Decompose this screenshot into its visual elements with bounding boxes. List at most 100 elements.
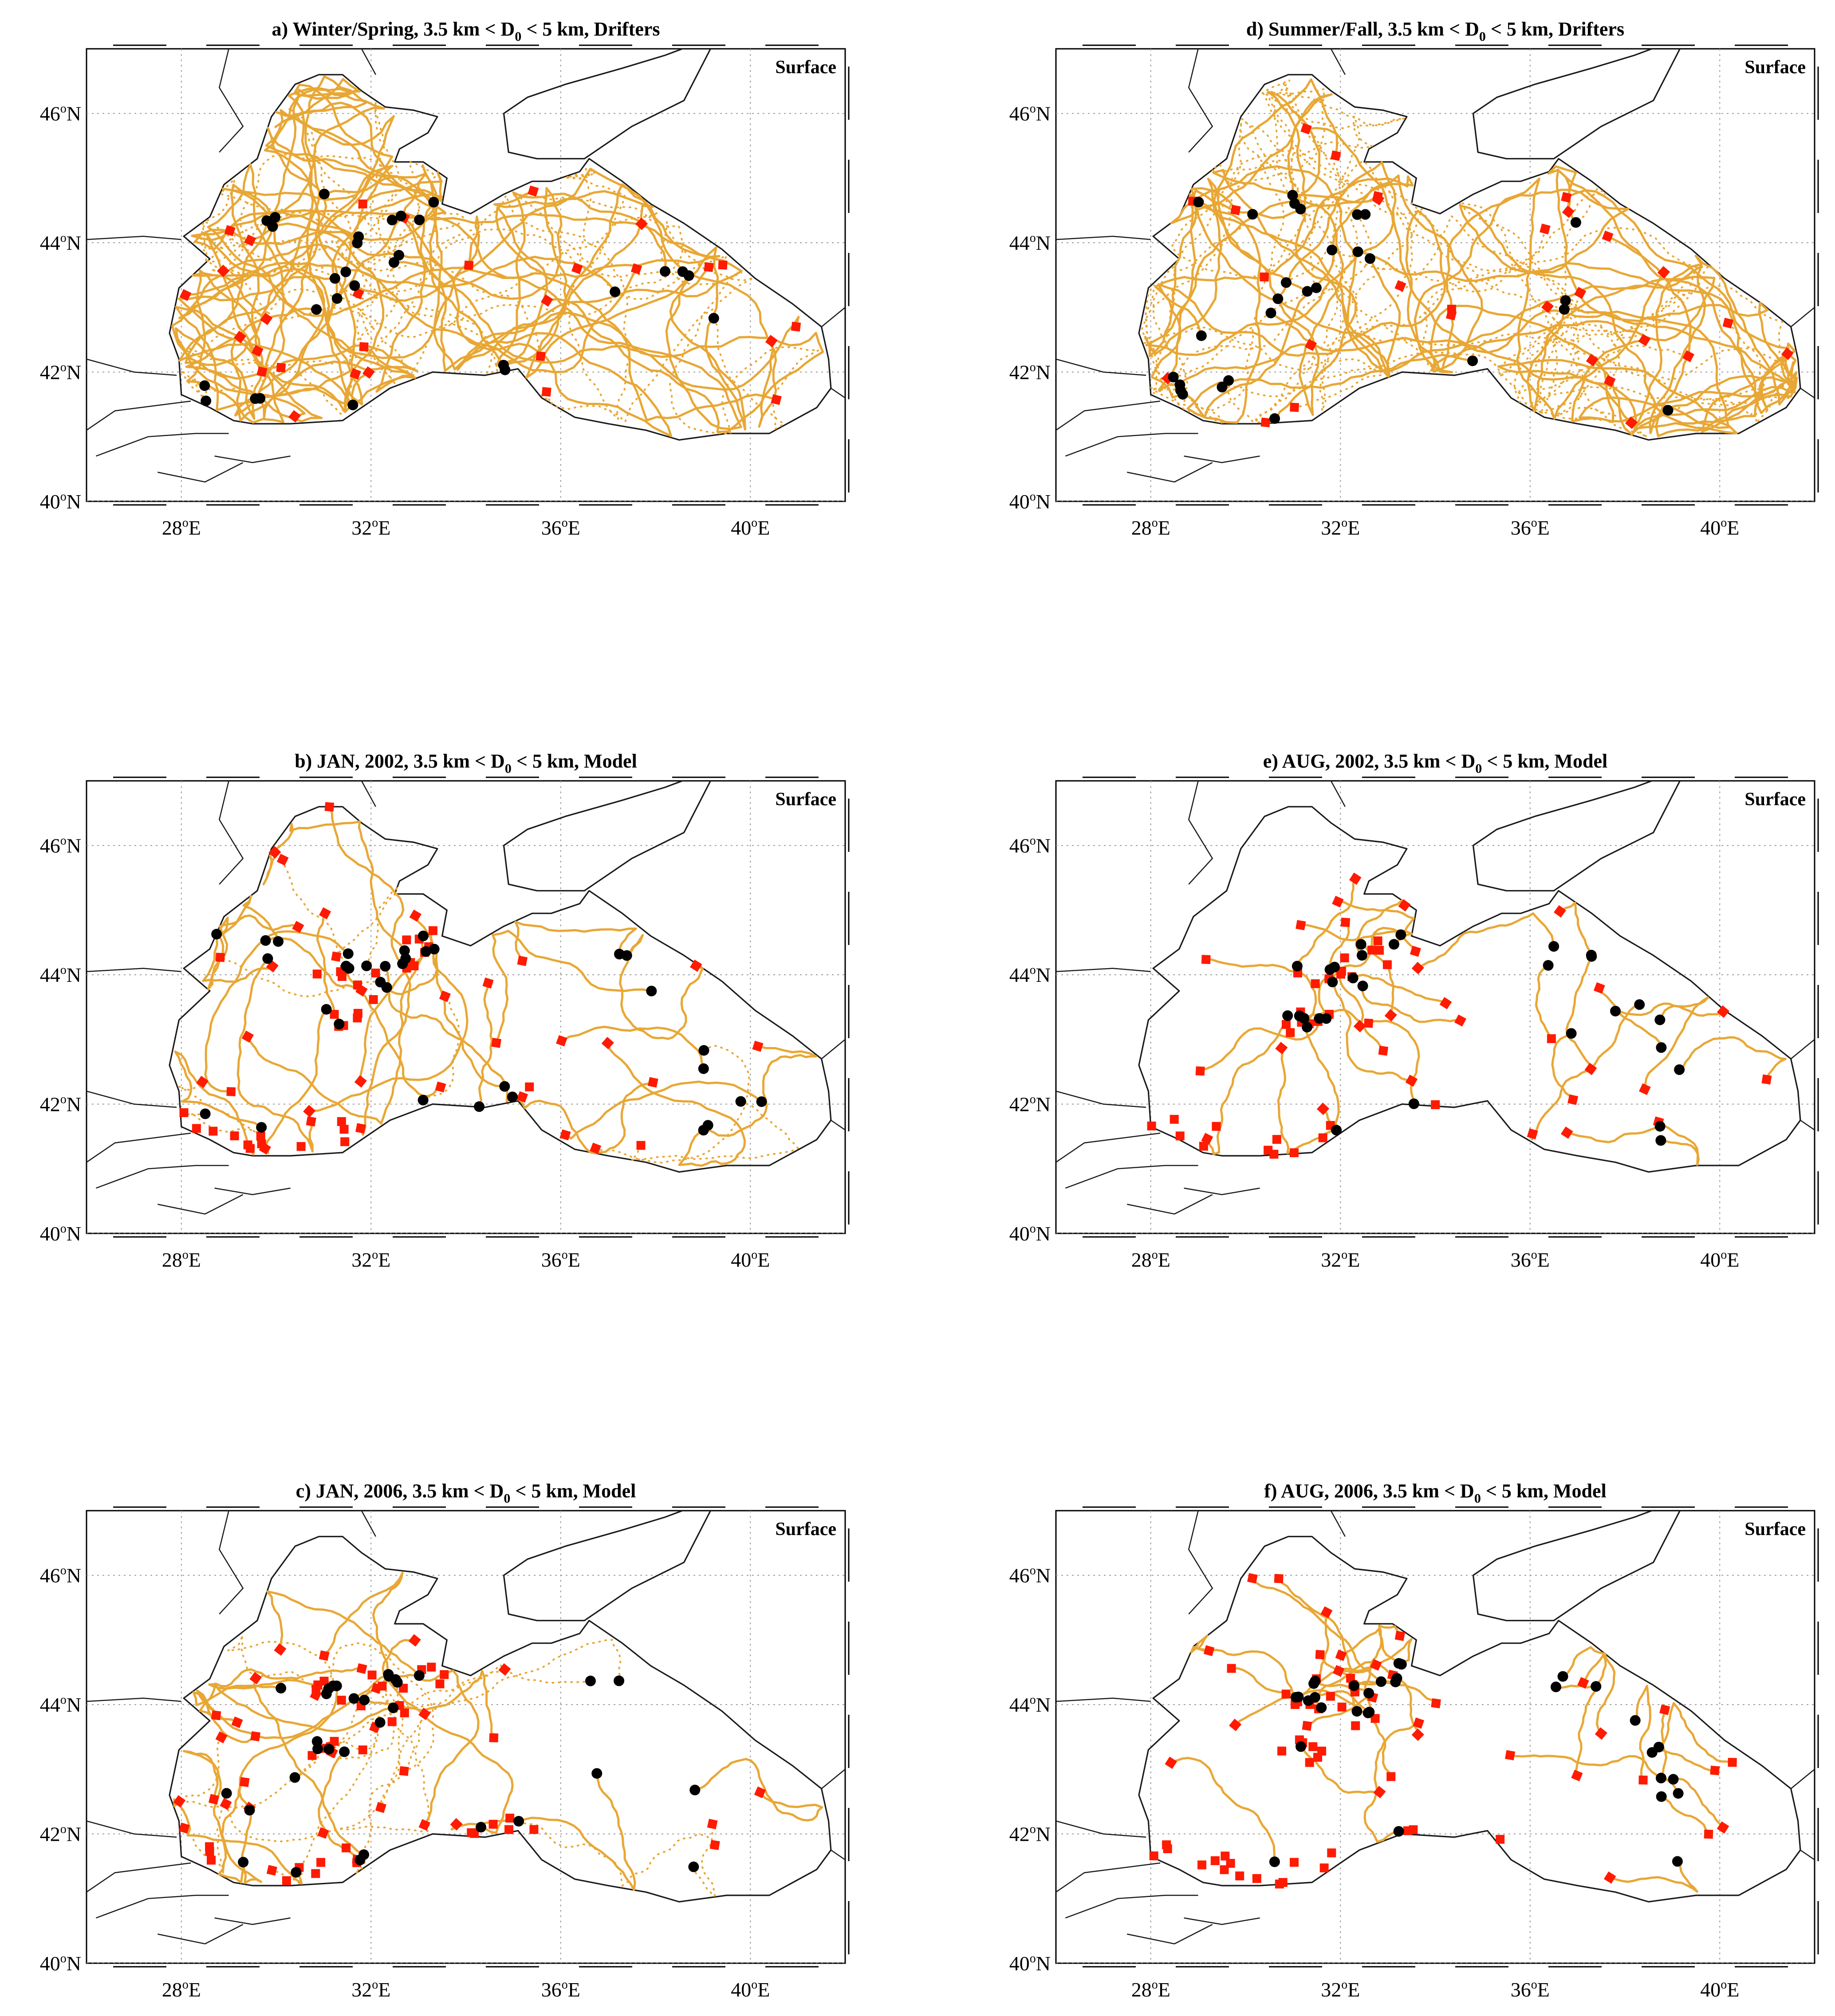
trajectory — [191, 83, 394, 419]
release-point-marker — [1393, 1658, 1404, 1669]
tick-hemisphere: E — [1727, 1978, 1739, 2001]
release-point-marker — [211, 929, 222, 940]
panel-title-subscript: 0 — [515, 29, 521, 44]
azov-sea-coastline — [1472, 781, 1681, 892]
land-border — [831, 387, 845, 398]
end-point-marker — [1275, 1042, 1288, 1055]
release-point-marker — [1290, 1692, 1301, 1703]
trajectory — [316, 912, 340, 1025]
trajectory — [1634, 1685, 1652, 1781]
tick-degree: o — [60, 231, 67, 245]
end-point-marker — [205, 1842, 214, 1851]
end-point-marker — [1332, 1665, 1345, 1677]
land-border — [1056, 236, 1151, 240]
lon-tick-label: 40oE — [1700, 1978, 1739, 2001]
panel-title-tail: < 5 km, Model — [510, 1480, 636, 1502]
end-point-marker — [1229, 1718, 1242, 1732]
end-point-marker — [337, 1696, 346, 1705]
tick-hemisphere: E — [1158, 516, 1170, 539]
tick-hemisphere: N — [1036, 102, 1051, 125]
end-point-marker — [528, 185, 539, 197]
release-point-marker — [1364, 253, 1375, 264]
release-point-marker — [1586, 951, 1597, 962]
end-point-marker — [208, 1794, 220, 1805]
trajectory — [1562, 1646, 1616, 1735]
end-point-marker — [418, 1708, 431, 1720]
end-point-marker — [1561, 192, 1572, 203]
release-point-marker — [328, 1680, 339, 1691]
end-point-marker — [1305, 1758, 1314, 1767]
land-border — [158, 1924, 244, 1945]
end-point-marker — [709, 1840, 720, 1850]
land-border — [87, 968, 181, 973]
tick-degree: o — [60, 963, 67, 977]
trajectory — [191, 187, 690, 379]
trajectory — [1170, 1756, 1276, 1863]
release-point-marker — [1265, 307, 1276, 319]
tick-hemisphere: E — [568, 516, 580, 539]
end-point-marker — [488, 1819, 498, 1829]
end-point-marker — [1274, 1574, 1284, 1583]
end-point-marker — [1264, 1146, 1273, 1155]
release-point-marker — [388, 1702, 399, 1713]
land-border — [218, 49, 244, 153]
release-point-marker — [201, 395, 212, 406]
panel-title-main: f) AUG, 2006, 3.5 km < D — [1264, 1480, 1474, 1502]
tick-hemisphere: E — [1158, 1248, 1170, 1271]
end-point-marker — [1373, 1786, 1386, 1799]
tick-value: 46 — [1009, 1564, 1030, 1587]
map-content — [87, 49, 845, 501]
tick-value: 42 — [40, 1823, 60, 1846]
trajectory — [210, 211, 684, 338]
end-point-marker — [690, 959, 702, 972]
trajectory — [1551, 1032, 1574, 1101]
release-point-marker — [1280, 277, 1292, 288]
tick-hemisphere: N — [1036, 835, 1051, 857]
end-point-marker — [266, 1865, 277, 1876]
end-point-marker — [525, 1082, 534, 1091]
trajectory — [236, 957, 314, 1153]
end-point-marker — [1319, 1863, 1329, 1873]
trajectory — [393, 261, 824, 433]
tick-degree: o — [182, 1248, 189, 1262]
release-point-marker — [1316, 1702, 1327, 1713]
release-point-marker — [381, 982, 392, 993]
release-point-marker — [1467, 355, 1478, 366]
end-point-marker — [536, 351, 546, 361]
release-point-marker — [270, 212, 281, 223]
release-point-marker — [399, 945, 410, 956]
release-point-marker — [200, 1108, 211, 1119]
lat-tick-label: 40oN — [40, 1952, 81, 1975]
release-point-marker — [383, 1669, 394, 1680]
tick-value: 32 — [351, 1978, 372, 2001]
end-point-marker — [1330, 150, 1341, 161]
tick-value: 44 — [40, 1693, 60, 1716]
end-point-marker — [1275, 1879, 1284, 1889]
release-point-marker — [380, 961, 391, 972]
end-point-marker — [1603, 375, 1616, 387]
map-content — [1056, 1511, 1815, 1963]
end-point-marker — [249, 1672, 262, 1685]
end-point-marker — [1394, 1630, 1405, 1641]
end-point-marker — [241, 1030, 254, 1043]
tick-degree: o — [60, 102, 67, 116]
map-panel-b: b) JAN, 2002, 3.5 km < D0 < 5 km, Model S… — [40, 750, 850, 1271]
end-point-marker — [450, 1818, 463, 1831]
end-point-marker — [178, 1822, 190, 1834]
release-point-marker — [688, 1861, 699, 1872]
land-border — [87, 400, 191, 431]
tick-degree: o — [1030, 361, 1036, 374]
panel-title: b) JAN, 2002, 3.5 km < D0 < 5 km, Model — [295, 750, 637, 776]
lon-tick-label: 40oE — [731, 516, 770, 539]
lat-tick-label: 46oN — [1009, 102, 1051, 125]
release-point-marker — [1610, 1005, 1621, 1016]
tick-degree: o — [1030, 1564, 1036, 1578]
tick-value: 40 — [40, 1222, 60, 1245]
release-point-marker — [1662, 405, 1674, 416]
trajectory — [1331, 227, 1709, 396]
trajectory — [353, 168, 743, 371]
end-point-marker — [353, 980, 362, 990]
end-point-marker — [387, 1717, 397, 1726]
tick-value: 40 — [1700, 1248, 1721, 1271]
release-point-marker — [499, 1081, 510, 1092]
